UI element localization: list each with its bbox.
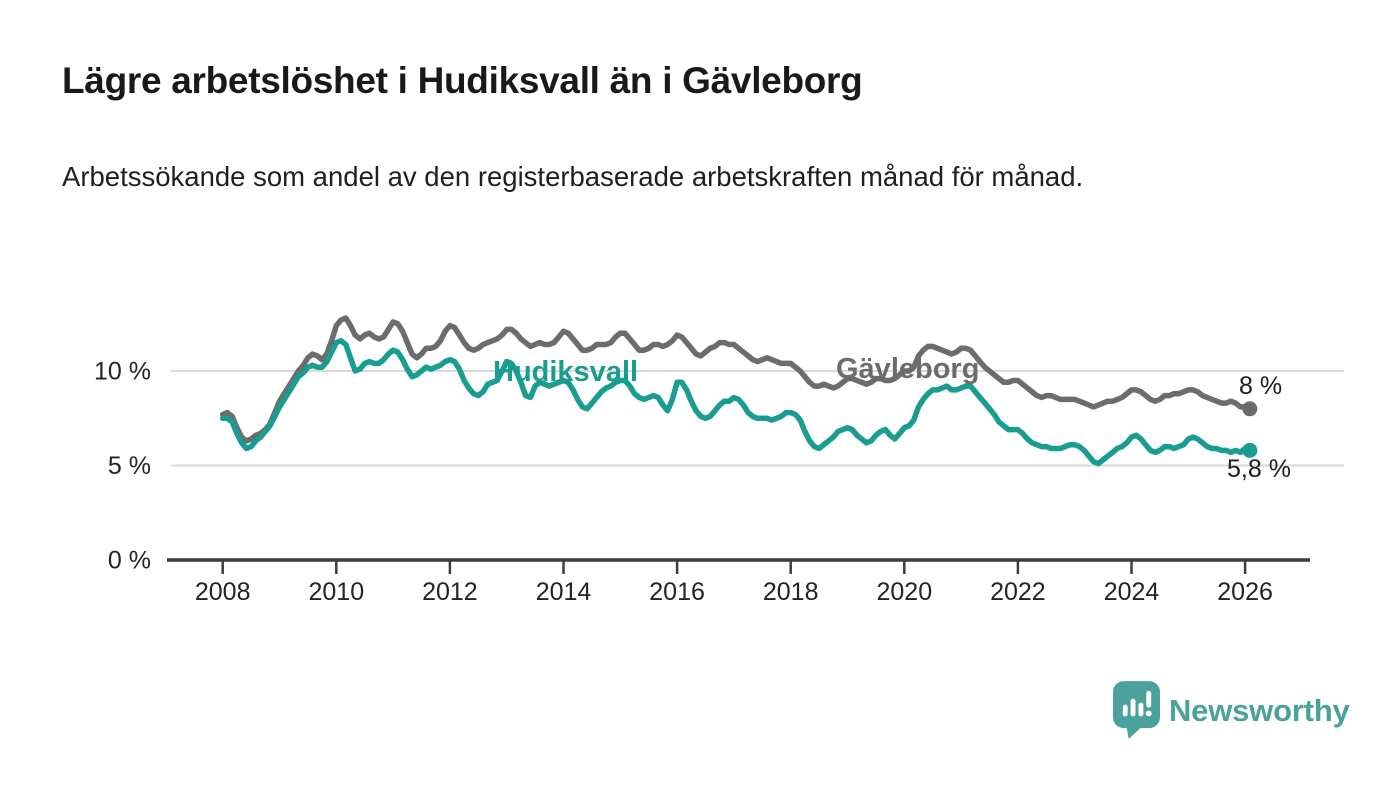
x-tick-label: 2020 (876, 578, 932, 606)
series-end-dot-gävleborg (1242, 401, 1258, 417)
series-end-dot-hudiksvall (1242, 442, 1258, 458)
x-tick-label: 2026 (1217, 578, 1273, 606)
logo-speech-bubble (1113, 681, 1160, 739)
x-tick-label: 2010 (308, 578, 364, 606)
end-value-label-gävleborg: 8 % (1239, 372, 1282, 400)
series-line-gävleborg (219, 315, 1253, 444)
y-tick-label: 10 % (94, 358, 151, 386)
brand-footer: Newsworthy (1113, 681, 1350, 740)
end-value-label-hudiksvall: 5,8 % (1227, 455, 1291, 483)
series-label-hudiksvall: Hudiksvall (493, 356, 638, 388)
series-line-hudiksvall (219, 338, 1253, 467)
logo-exclamation-bar (1146, 690, 1152, 708)
logo-bar-2 (1130, 698, 1136, 717)
logo-exclamation-dot (1145, 710, 1152, 717)
chart-title: Lägre arbetslöshet i Hudiksvall än i Gäv… (62, 60, 863, 101)
x-tick-label: 2024 (1104, 578, 1160, 606)
y-tick-label: 5 % (108, 452, 151, 480)
brand-name: Newsworthy (1169, 692, 1350, 728)
newsworthy-logo-icon (1113, 681, 1160, 739)
chart-subtitle: Arbetssökande som andel av den registerb… (62, 161, 1084, 192)
x-tick-label: 2022 (990, 578, 1046, 606)
x-tick-label: 2014 (536, 578, 592, 606)
x-tick-label: 2008 (195, 578, 251, 606)
x-tick-label: 2018 (763, 578, 819, 606)
logo-bar-1 (1122, 704, 1128, 717)
logo-bar-3 (1138, 702, 1144, 717)
x-tick-label: 2016 (649, 578, 705, 606)
x-tick-label: 2012 (422, 578, 478, 606)
y-tick-label: 0 % (108, 547, 151, 575)
series-label-gävleborg: Gävleborg (836, 353, 979, 385)
